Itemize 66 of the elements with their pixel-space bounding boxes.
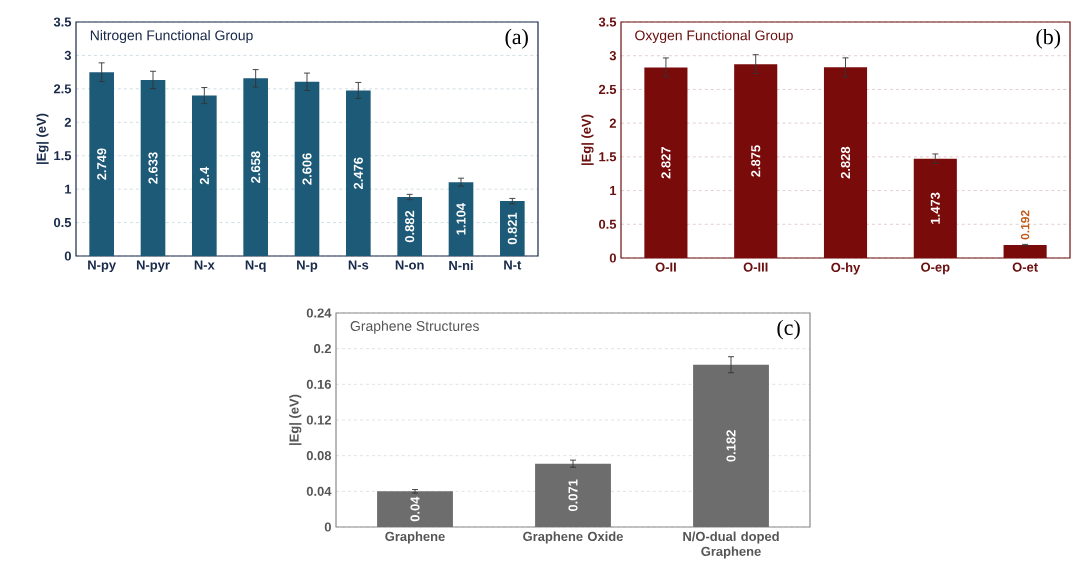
y-tick-label: 1.5 (54, 151, 72, 161)
data-label: 2.476 (353, 157, 363, 189)
y-tick-label: 0.16 (306, 379, 332, 389)
text: Oxygen Functional Group (635, 30, 793, 44)
x-tick-label: O-et (1012, 262, 1038, 272)
y-axis-title: |Eg| (eV) (581, 114, 594, 165)
y-tick-label: 3.5 (598, 17, 617, 27)
y-tick-label: 3 (609, 51, 617, 61)
annotation: (a) (505, 28, 528, 49)
x-tick-label: Graphene (385, 531, 445, 544)
y-tick-label: 2.5 (598, 84, 617, 95)
y-tick-label: 2 (64, 117, 71, 127)
data-label: 0.04 (410, 496, 420, 522)
y-axis-title: |Eg| (eV) (289, 394, 302, 445)
x-tick-label: N-s (348, 260, 369, 270)
y-tick-label: 1 (65, 184, 72, 194)
x-tick-label: N-q (245, 260, 266, 273)
x-tick-label: N-x (194, 260, 215, 270)
data-label: 2.749 (97, 148, 107, 180)
y-axis-title: |Eg| (eV) (36, 113, 49, 164)
text: Graphene Structures (350, 320, 479, 334)
data-label: 0.182 (726, 430, 736, 462)
x-tick-label: O-II (655, 262, 676, 272)
data-label: 2.828 (840, 146, 851, 179)
data-label: 2.875 (751, 145, 761, 177)
data-label: 2.658 (251, 151, 261, 183)
y-tick-label: 0.12 (306, 415, 331, 425)
y-tick-label: 3.5 (53, 17, 72, 27)
y-tick-label: 0.5 (599, 219, 617, 229)
data-label: 0.192 (1020, 210, 1030, 240)
data-label: 0.821 (507, 212, 517, 245)
x-tick-label: O-hy (831, 262, 861, 275)
data-label: 1.473 (930, 192, 940, 224)
data-label: 0.071 (568, 479, 578, 512)
x-tick-label: Graphene Oxide (523, 531, 623, 544)
y-tick-label: 0.2 (314, 344, 331, 354)
y-tick-label: 3 (64, 50, 72, 61)
x-tick-label: N-on (395, 260, 424, 270)
y-tick-label: 0.04 (306, 486, 332, 496)
text: Nitrogen Functional Group (90, 30, 253, 44)
x-tick-label: N-ni (449, 260, 473, 270)
y-tick-label: 2 (609, 118, 616, 128)
y-tick-label: 0.08 (306, 451, 332, 461)
x-tick-label: N-py (88, 260, 116, 273)
x-tick-label: O-III (743, 262, 768, 272)
annotation: (c) (777, 319, 800, 340)
data-label: 2.633 (148, 152, 158, 184)
data-label: 0.882 (405, 210, 415, 243)
x-tick-label: N/O-dual doped Graphene (683, 531, 779, 559)
data-label: 2.827 (661, 147, 671, 179)
y-tick-label: 0.5 (54, 217, 72, 228)
x-tick-label: N-t (504, 260, 522, 270)
y-tick-label: 0.24 (306, 308, 332, 318)
y-tick-label: 0 (609, 253, 616, 263)
y-tick-label: 0 (324, 522, 331, 532)
data-label: 2.606 (302, 153, 312, 185)
y-tick-label: 0 (64, 251, 71, 261)
y-tick-label: 1 (610, 186, 617, 196)
y-tick-label: 2.5 (53, 84, 72, 94)
x-tick-label: O-ep (921, 262, 950, 275)
data-label: 1.104 (456, 202, 466, 235)
annotation: (b) (1036, 28, 1061, 49)
y-tick-label: 1.5 (599, 152, 617, 162)
data-label: 2.4 (199, 166, 209, 185)
x-tick-label: N-p (297, 260, 318, 273)
x-tick-label: N-pyr (136, 260, 170, 273)
